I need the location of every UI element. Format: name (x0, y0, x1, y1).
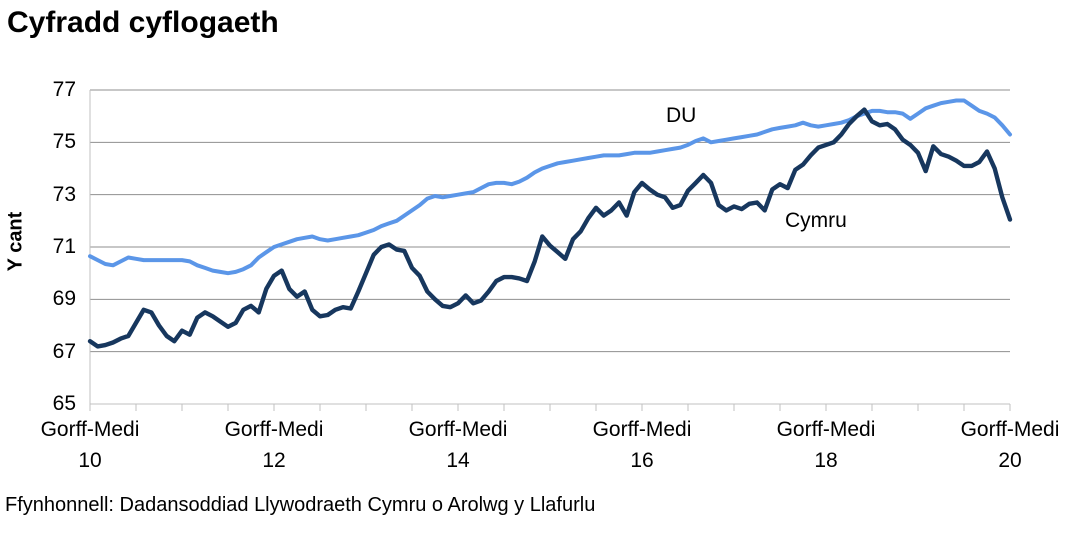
y-tick-label: 73 (52, 182, 76, 206)
x-tick-period: Gorff-Medi (224, 418, 324, 441)
x-tick-year: 16 (630, 449, 654, 472)
x-tick-year: 18 (814, 449, 838, 472)
source-note: Ffynhonnell: Dadansoddiad Llywodraeth Cy… (5, 494, 596, 516)
cymru-series-label: Cymru (785, 209, 847, 232)
y-tick-label: 71 (52, 235, 76, 258)
gridlines (90, 89, 1010, 405)
chart-title: Cyfradd cyflogaeth (7, 6, 279, 39)
x-tick-period: Gorff-Medi (408, 418, 508, 441)
x-tick-year: 20 (998, 449, 1022, 472)
x-tick-label-10: Gorff-Medi 10 (8, 417, 172, 474)
x-tick-year: 14 (446, 449, 470, 472)
du-series-label: DU (666, 104, 697, 127)
x-tick-label-14: Gorff-Medi 14 (376, 417, 540, 474)
x-tick-period: Gorff-Medi (960, 418, 1060, 441)
x-tick-label-12: Gorff-Medi 12 (192, 417, 356, 474)
x-tick-label-16: Gorff-Medi 16 (560, 417, 724, 474)
x-tick-period: Gorff-Medi (776, 418, 876, 441)
x-tick-label-20: Gorff-Medi 20 (928, 417, 1089, 474)
x-tick-year: 12 (262, 449, 286, 472)
x-axis-ticks (89, 404, 1011, 411)
x-tick-period: Gorff-Medi (592, 418, 692, 441)
y-tick-label: 69 (52, 287, 76, 311)
y-tick-label: 75 (52, 130, 76, 154)
x-tick-year: 10 (78, 449, 102, 472)
cymru-line (87, 107, 1013, 349)
y-tick-label: 77 (52, 78, 76, 101)
series-lines (87, 98, 1013, 349)
y-tick-label: 67 (52, 339, 76, 363)
y-tick-label: 65 (52, 392, 76, 415)
x-tick-period: Gorff-Medi (40, 418, 140, 441)
x-tick-label-18: Gorff-Medi 18 (744, 417, 908, 474)
